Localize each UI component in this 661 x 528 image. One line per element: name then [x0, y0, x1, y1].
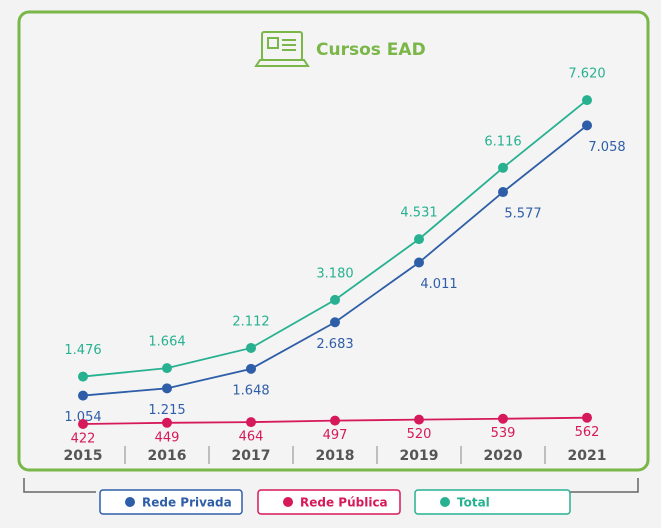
point [246, 363, 256, 374]
data-label: 464 [239, 430, 264, 445]
data-label: 449 [155, 430, 180, 445]
data-label: 1.476 [64, 343, 101, 358]
legend-marker [283, 497, 293, 507]
data-label: 497 [323, 428, 348, 443]
point [162, 383, 172, 394]
chart-title: Cursos EAD [316, 40, 426, 60]
point [498, 413, 508, 424]
point [498, 162, 508, 173]
point [582, 412, 592, 423]
data-label: 4.531 [400, 206, 437, 221]
legend-label: Total [457, 496, 490, 510]
point [246, 342, 256, 353]
data-label: 1.054 [64, 410, 101, 425]
legend-box [99, 489, 243, 515]
point [78, 419, 88, 430]
legend-box [414, 489, 571, 515]
point [162, 417, 172, 428]
x-tick-label: 2021 [568, 448, 607, 464]
data-label: 520 [407, 427, 432, 442]
x-tick-label: 2015 [64, 448, 103, 464]
point [582, 95, 592, 106]
legend-box [257, 489, 401, 515]
x-tick-label: 2019 [400, 448, 439, 464]
point [498, 187, 508, 198]
point [330, 294, 340, 305]
legend-label: Rede Privada [142, 496, 232, 510]
legend-label: Rede Pública [300, 496, 388, 510]
point [162, 363, 172, 374]
data-label: 2.683 [316, 337, 353, 352]
point [78, 371, 88, 382]
data-label: 1.648 [232, 383, 269, 398]
data-label: 539 [491, 426, 516, 441]
point [246, 417, 256, 428]
point [414, 414, 424, 425]
data-label: 1.215 [148, 403, 185, 418]
data-label: 7.620 [568, 67, 605, 82]
point [414, 234, 424, 245]
point [78, 390, 88, 401]
point [330, 317, 340, 328]
x-tick-label: 2020 [484, 448, 523, 464]
data-label: 6.116 [484, 134, 521, 149]
point [330, 415, 340, 426]
legend-marker [125, 497, 135, 507]
data-label: 3.180 [316, 266, 353, 281]
x-tick-label: 2018 [316, 448, 355, 464]
icon [254, 31, 310, 67]
point [582, 120, 592, 131]
legend-marker [440, 497, 450, 507]
data-label: 1.664 [148, 335, 185, 350]
data-label: 7.058 [588, 140, 625, 155]
x-tick-label: 2017 [232, 448, 271, 464]
data-label: 5.577 [504, 207, 541, 222]
data-label: 562 [575, 425, 600, 440]
bracket [23, 478, 639, 493]
point [414, 257, 424, 268]
data-label: 4.011 [420, 277, 457, 292]
frame [17, 10, 650, 472]
data-label: 422 [71, 432, 96, 447]
data-label: 2.112 [232, 314, 269, 329]
x-tick-label: 2016 [148, 448, 187, 464]
